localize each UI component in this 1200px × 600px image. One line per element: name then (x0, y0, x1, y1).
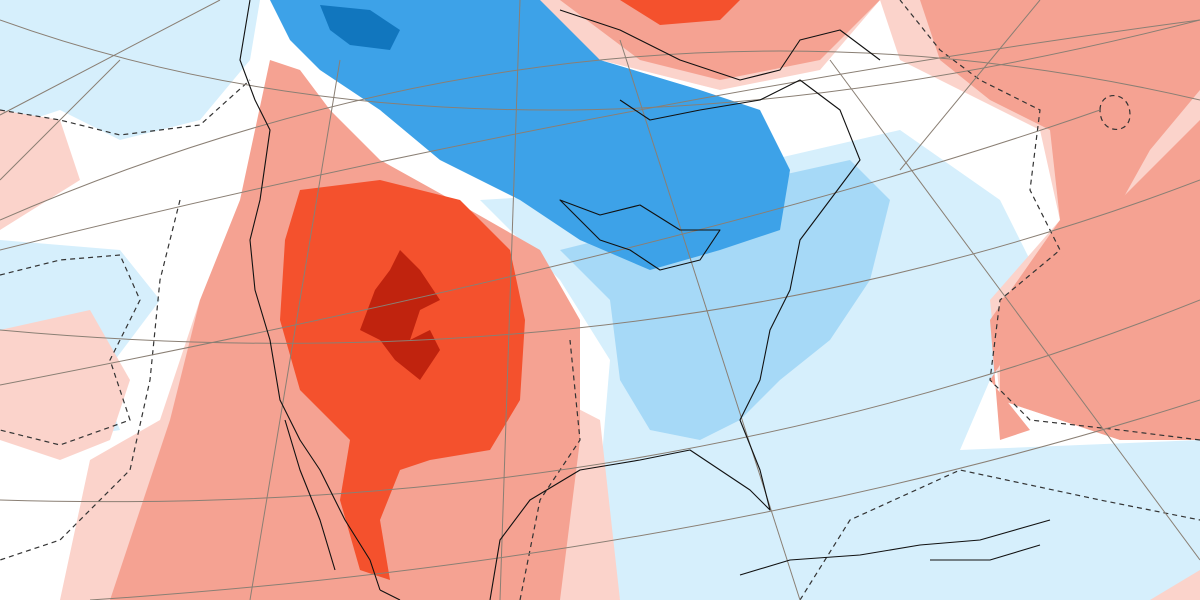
medium-blue-anomaly (270, 0, 790, 270)
dark-blue-anomaly (320, 5, 400, 50)
dark-red-anomaly (360, 250, 440, 380)
coastlines (239, 0, 1051, 600)
red-anomaly-north (620, 0, 740, 25)
red-anomaly (280, 180, 525, 580)
